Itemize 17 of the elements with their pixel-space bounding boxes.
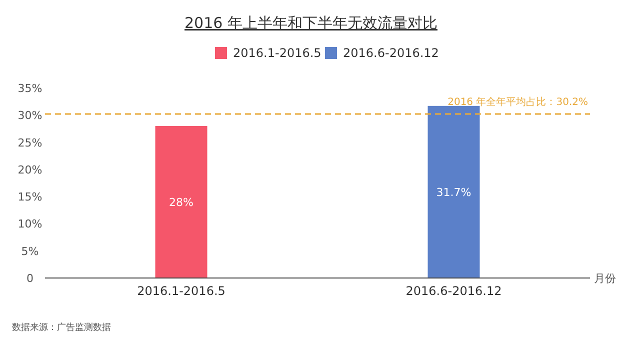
y-tick-label: 5% (21, 244, 39, 258)
y-tick-label: 20% (18, 163, 42, 176)
y-tick-label: 35% (18, 82, 42, 95)
data-label: 31.7% (436, 186, 472, 199)
x-axis-title: 月份 (594, 272, 616, 285)
x-tick-label: 2016.6-2016.12 (406, 284, 502, 298)
legend: 2016.1-2016.5 2016.6-2016.12 (215, 46, 439, 60)
data-label: 28% (169, 196, 194, 209)
ref-line-label: 2016 年全年平均占比：30.2% (448, 96, 588, 108)
y-tick-label: 15% (18, 190, 42, 204)
y-tick-label: 30% (18, 109, 42, 122)
y-tick-label: 10% (18, 218, 42, 231)
x-tick-label: 2016.1-2016.5 (137, 284, 226, 298)
source-note: 数据来源：广告监测数据 (12, 322, 111, 333)
y-tick-label: 25% (18, 136, 42, 150)
y-tick-label: 0 (26, 272, 34, 285)
chart-title: 2016 年上半年和下半年无效流量对比 (184, 14, 438, 32)
